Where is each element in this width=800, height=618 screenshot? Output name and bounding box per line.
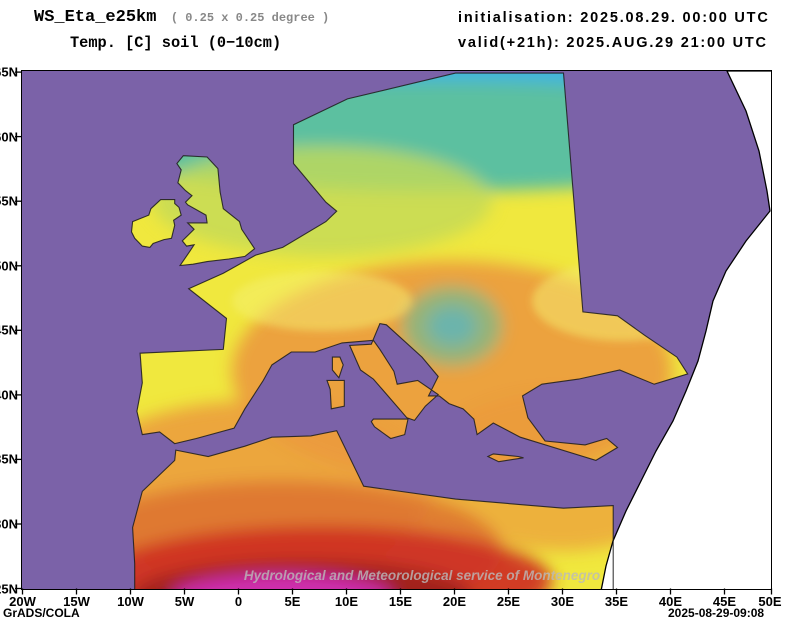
svg-text:Hydrological and Meteorologica: Hydrological and Meteorological service … [244, 568, 600, 583]
